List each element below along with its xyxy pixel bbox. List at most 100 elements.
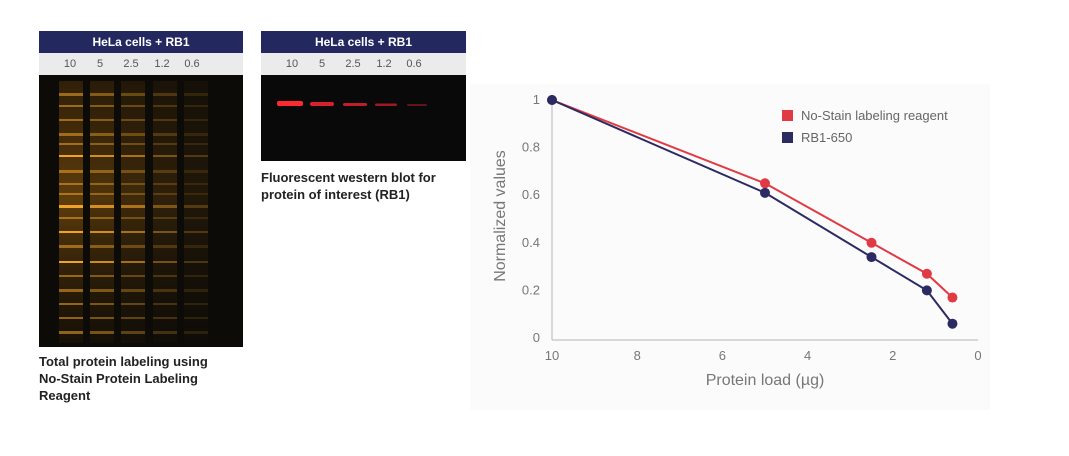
gel-band xyxy=(59,133,83,136)
gel-band xyxy=(121,231,145,233)
gel-band xyxy=(121,183,145,185)
normalized-values-chart: 0 0.2 0.4 0.6 0.8 1 10 8 6 4 2 0 Normalized values… xyxy=(470,84,990,410)
y-tick-labels: 0 0.2 0.4 0.6 0.8 1 xyxy=(522,92,540,345)
blot-band xyxy=(310,102,334,106)
gel-band xyxy=(153,170,177,173)
total-protein-caption: Total protein labeling using No-Stain Pr… xyxy=(39,354,208,403)
western-blot-panel: HeLa cells + RB1 10 5 2.5 1.2 0.6 Fluore… xyxy=(261,31,466,203)
blot-band xyxy=(277,101,303,106)
legend-label: RB1-650 xyxy=(801,130,852,145)
y-tick-label: 0 xyxy=(533,330,540,345)
x-tick-label: 0 xyxy=(974,348,981,363)
data-point xyxy=(947,318,958,329)
gel-band xyxy=(153,261,177,263)
data-point xyxy=(866,252,877,263)
gel-band xyxy=(184,170,208,173)
gel-band xyxy=(153,105,177,107)
gel-band xyxy=(153,119,177,121)
x-tick-labels: 10 8 6 4 2 0 xyxy=(545,348,982,363)
gel-band xyxy=(90,133,114,136)
gel-lane xyxy=(121,81,145,343)
gel-band xyxy=(184,317,208,319)
lane-label: 1.2 xyxy=(154,58,170,70)
gel-band xyxy=(153,303,177,305)
gel-band xyxy=(90,317,114,319)
gel-band xyxy=(59,170,83,173)
gel-lane xyxy=(153,81,177,343)
gel-band xyxy=(59,183,83,185)
lane-label: 2.5 xyxy=(345,58,361,70)
lane-label: 2.5 xyxy=(123,58,139,70)
gel-band xyxy=(59,205,83,208)
gel-band xyxy=(121,133,145,136)
gel-band xyxy=(184,289,208,292)
gel-band xyxy=(121,317,145,319)
gel-band xyxy=(121,119,145,121)
x-tick-label: 6 xyxy=(719,348,726,363)
x-tick-label: 4 xyxy=(804,348,811,363)
legend-swatch xyxy=(782,132,793,143)
gel-band xyxy=(184,183,208,185)
gel-band xyxy=(90,119,114,121)
gel-band xyxy=(153,133,177,136)
gel-band xyxy=(59,245,83,248)
gel-band xyxy=(153,331,177,334)
western-blot-caption: Fluorescent western blot for protein of … xyxy=(261,170,436,202)
gel-band xyxy=(184,303,208,305)
blot-band xyxy=(375,103,397,106)
gel-lane xyxy=(90,81,114,343)
gel-band xyxy=(153,289,177,292)
gel-band xyxy=(184,231,208,233)
legend-label: No-Stain labeling reagent xyxy=(801,108,948,123)
gel-band xyxy=(184,193,208,195)
gel-band xyxy=(153,155,177,157)
y-tick-label: 0.4 xyxy=(522,235,540,250)
gel-band xyxy=(184,331,208,334)
gel-band xyxy=(59,231,83,233)
gel-band xyxy=(59,119,83,121)
gel-band xyxy=(59,143,83,145)
lane-label: 5 xyxy=(318,58,326,70)
gel-band xyxy=(153,275,177,277)
gel-band xyxy=(59,275,83,277)
western-blot-image xyxy=(261,75,466,161)
lane-labels: 10 5 2.5 1.2 0.6 xyxy=(261,53,466,75)
gel-band xyxy=(184,133,208,136)
gel-band xyxy=(90,245,114,248)
data-point xyxy=(947,292,958,303)
gel-band xyxy=(153,245,177,248)
gel-band xyxy=(90,289,114,292)
x-tick-label: 10 xyxy=(545,348,559,363)
lane-label: 10 xyxy=(285,58,299,70)
blot-band xyxy=(407,104,427,106)
gel-band xyxy=(184,93,208,96)
gel-band xyxy=(90,231,114,233)
legend: No-Stain labeling reagent RB1-650 xyxy=(782,108,948,145)
gel-band xyxy=(184,105,208,107)
blot-band xyxy=(343,103,367,106)
gel-band xyxy=(184,217,208,219)
data-point xyxy=(547,95,557,105)
gel-band xyxy=(121,289,145,292)
gel-band xyxy=(153,93,177,96)
gel-band xyxy=(121,155,145,157)
gel-band xyxy=(59,217,83,219)
gel-band xyxy=(153,193,177,195)
gel-band xyxy=(184,245,208,248)
data-point xyxy=(760,178,770,189)
gel-band xyxy=(121,331,145,334)
gel-lane xyxy=(184,81,208,343)
legend-swatch xyxy=(782,110,793,121)
y-tick-label: 0.8 xyxy=(522,140,540,155)
gel-band xyxy=(59,303,83,305)
lane-labels: 10 5 2.5 1.2 0.6 xyxy=(39,53,243,75)
gel-band xyxy=(90,105,114,107)
gel-band xyxy=(184,143,208,145)
y-tick-label: 1 xyxy=(533,92,540,107)
gel-band xyxy=(90,275,114,277)
total-protein-panel: HeLa cells + RB1 10 5 2.5 1.2 0.6 Total … xyxy=(39,31,243,404)
gel-band xyxy=(184,155,208,157)
gel-band xyxy=(121,217,145,219)
x-axis-label: Protein load (µg) xyxy=(706,372,825,389)
gel-band xyxy=(121,205,145,208)
